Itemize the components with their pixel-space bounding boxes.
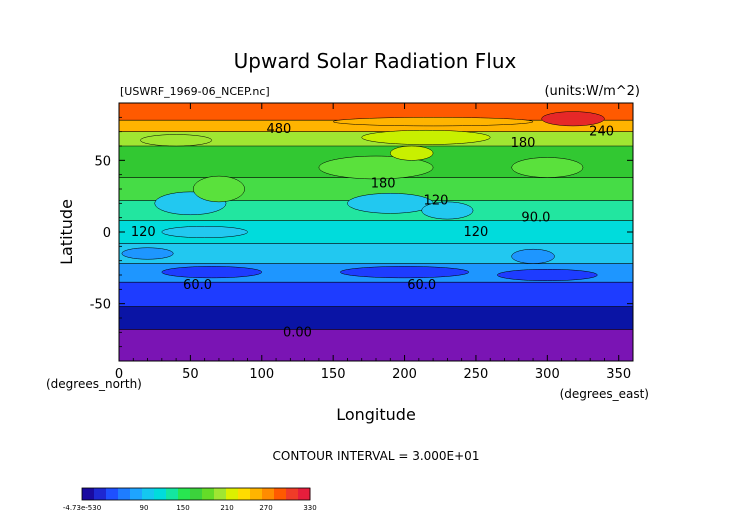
field-patch-13 bbox=[340, 266, 470, 279]
colorbar-swatch-12 bbox=[226, 488, 239, 500]
contour-label-9: 60.0 bbox=[407, 278, 436, 293]
colorbar-swatch-0 bbox=[82, 488, 95, 500]
colorbar-label-4: 270 bbox=[259, 504, 272, 512]
field-patch-6 bbox=[390, 145, 434, 161]
colorbar-label-5: 330 bbox=[303, 504, 316, 512]
x-tick-label-2: 100 bbox=[249, 367, 274, 382]
field-patch-7 bbox=[361, 129, 491, 145]
colorbar-label-2: 150 bbox=[176, 504, 189, 512]
field-patch-9 bbox=[541, 111, 605, 127]
field-patch-1 bbox=[347, 193, 434, 214]
colorbar-swatch-7 bbox=[166, 488, 179, 500]
y-tick-label-0: -50 bbox=[90, 298, 111, 313]
field-patch-5 bbox=[511, 157, 584, 178]
zonal-band-2 bbox=[119, 282, 633, 307]
colorbar-frame bbox=[81, 487, 311, 501]
contour-label-7: 120 bbox=[464, 225, 489, 240]
colorbar-swatch-10 bbox=[202, 488, 215, 500]
colorbar-label-3: 210 bbox=[220, 504, 233, 512]
field-patch-3 bbox=[192, 175, 245, 203]
colorbar-swatch-13 bbox=[238, 488, 251, 500]
contour-label-8: 60.0 bbox=[183, 278, 212, 293]
x-axis-ticks: 0 50 100 150 200 250 300 350 bbox=[115, 103, 631, 382]
field-patch-15 bbox=[140, 134, 213, 147]
chart-title: Upward Solar Radiation Flux bbox=[234, 49, 517, 73]
y-tick-label-2: 50 bbox=[94, 154, 111, 169]
zonal-band-0 bbox=[119, 329, 633, 361]
zonal-band-11 bbox=[119, 103, 633, 121]
colorbar-swatch-1 bbox=[94, 488, 107, 500]
field-patch-16 bbox=[161, 226, 248, 238]
contour-label-1: 180 bbox=[511, 136, 536, 151]
contour-label-5: 90.0 bbox=[521, 211, 550, 226]
contour-label-0: 480 bbox=[266, 122, 291, 137]
zonal-band-4 bbox=[119, 243, 633, 264]
field-patch-11 bbox=[511, 248, 555, 264]
field-patch-14 bbox=[497, 269, 598, 281]
zonal-band-5 bbox=[119, 220, 633, 244]
colorbar-swatch-17 bbox=[286, 488, 299, 500]
zonal-band-10 bbox=[119, 120, 633, 132]
colorbar-swatch-15 bbox=[262, 488, 275, 500]
colorbar bbox=[81, 487, 311, 501]
colorbar-label-0: -4.73e-530 bbox=[63, 504, 101, 512]
colorbar-swatch-11 bbox=[214, 488, 227, 500]
colorbar-swatch-14 bbox=[250, 488, 263, 500]
x-tick-label-0: 0 bbox=[115, 367, 123, 382]
field-patch-12 bbox=[161, 266, 263, 279]
colorbar-swatch-8 bbox=[178, 488, 191, 500]
field-patch-10 bbox=[121, 247, 174, 260]
colorbar-swatch-5 bbox=[142, 488, 155, 500]
contour-label-4: 120 bbox=[424, 193, 449, 208]
y-axis-label: Latitude bbox=[57, 199, 76, 265]
colorbar-swatch-9 bbox=[190, 488, 203, 500]
x-tick-label-6: 300 bbox=[535, 367, 560, 382]
x-tick-label-1: 50 bbox=[182, 367, 199, 382]
field-patch-8 bbox=[332, 117, 534, 127]
zonal-band-7 bbox=[119, 177, 633, 201]
x-unit-label: (degrees_east) bbox=[560, 387, 649, 401]
colorbar-swatch-18 bbox=[298, 488, 311, 500]
y-unit-label: (degrees_north) bbox=[46, 377, 142, 391]
field-patch-2 bbox=[421, 201, 474, 220]
plot-area bbox=[119, 103, 633, 361]
x-tick-label-3: 150 bbox=[321, 367, 346, 382]
colorbar-swatch-16 bbox=[274, 488, 287, 500]
contour-labels: 480 180 240 180 120 90.0 120 120 60.0 60.0 0.00 bbox=[131, 122, 614, 341]
x-tick-label-4: 200 bbox=[392, 367, 417, 382]
zonal-band-1 bbox=[119, 306, 633, 330]
colorbar-swatch-4 bbox=[130, 488, 143, 500]
colorbar-label-1: 90 bbox=[140, 504, 149, 512]
colorbar-swatch-6 bbox=[154, 488, 167, 500]
colorbar-swatch-2 bbox=[106, 488, 119, 500]
x-tick-label-7: 350 bbox=[606, 367, 631, 382]
contour-label-2: 240 bbox=[589, 125, 614, 140]
contour-interval-text: CONTOUR INTERVAL = 3.000E+01 bbox=[273, 449, 480, 463]
y-tick-label-1: 0 bbox=[103, 226, 111, 241]
x-tick-label-5: 250 bbox=[464, 367, 489, 382]
field-patches bbox=[121, 111, 605, 281]
colorbar-swatch-3 bbox=[118, 488, 131, 500]
file-label: [USWRF_1969-06_NCEP.nc] bbox=[120, 85, 270, 98]
units-label: (units:W/m^2) bbox=[544, 84, 640, 99]
contour-label-3: 180 bbox=[371, 176, 396, 191]
y-axis-ticks: -50 0 50 bbox=[90, 116, 633, 348]
colorbar-labels: -4.73e-530 90 150 210 270 330 bbox=[63, 504, 317, 512]
contour-label-10: 0.00 bbox=[283, 325, 312, 340]
x-axis-label: Longitude bbox=[336, 405, 416, 424]
field-patch-4 bbox=[318, 155, 434, 180]
contour-label-6: 120 bbox=[131, 225, 156, 240]
